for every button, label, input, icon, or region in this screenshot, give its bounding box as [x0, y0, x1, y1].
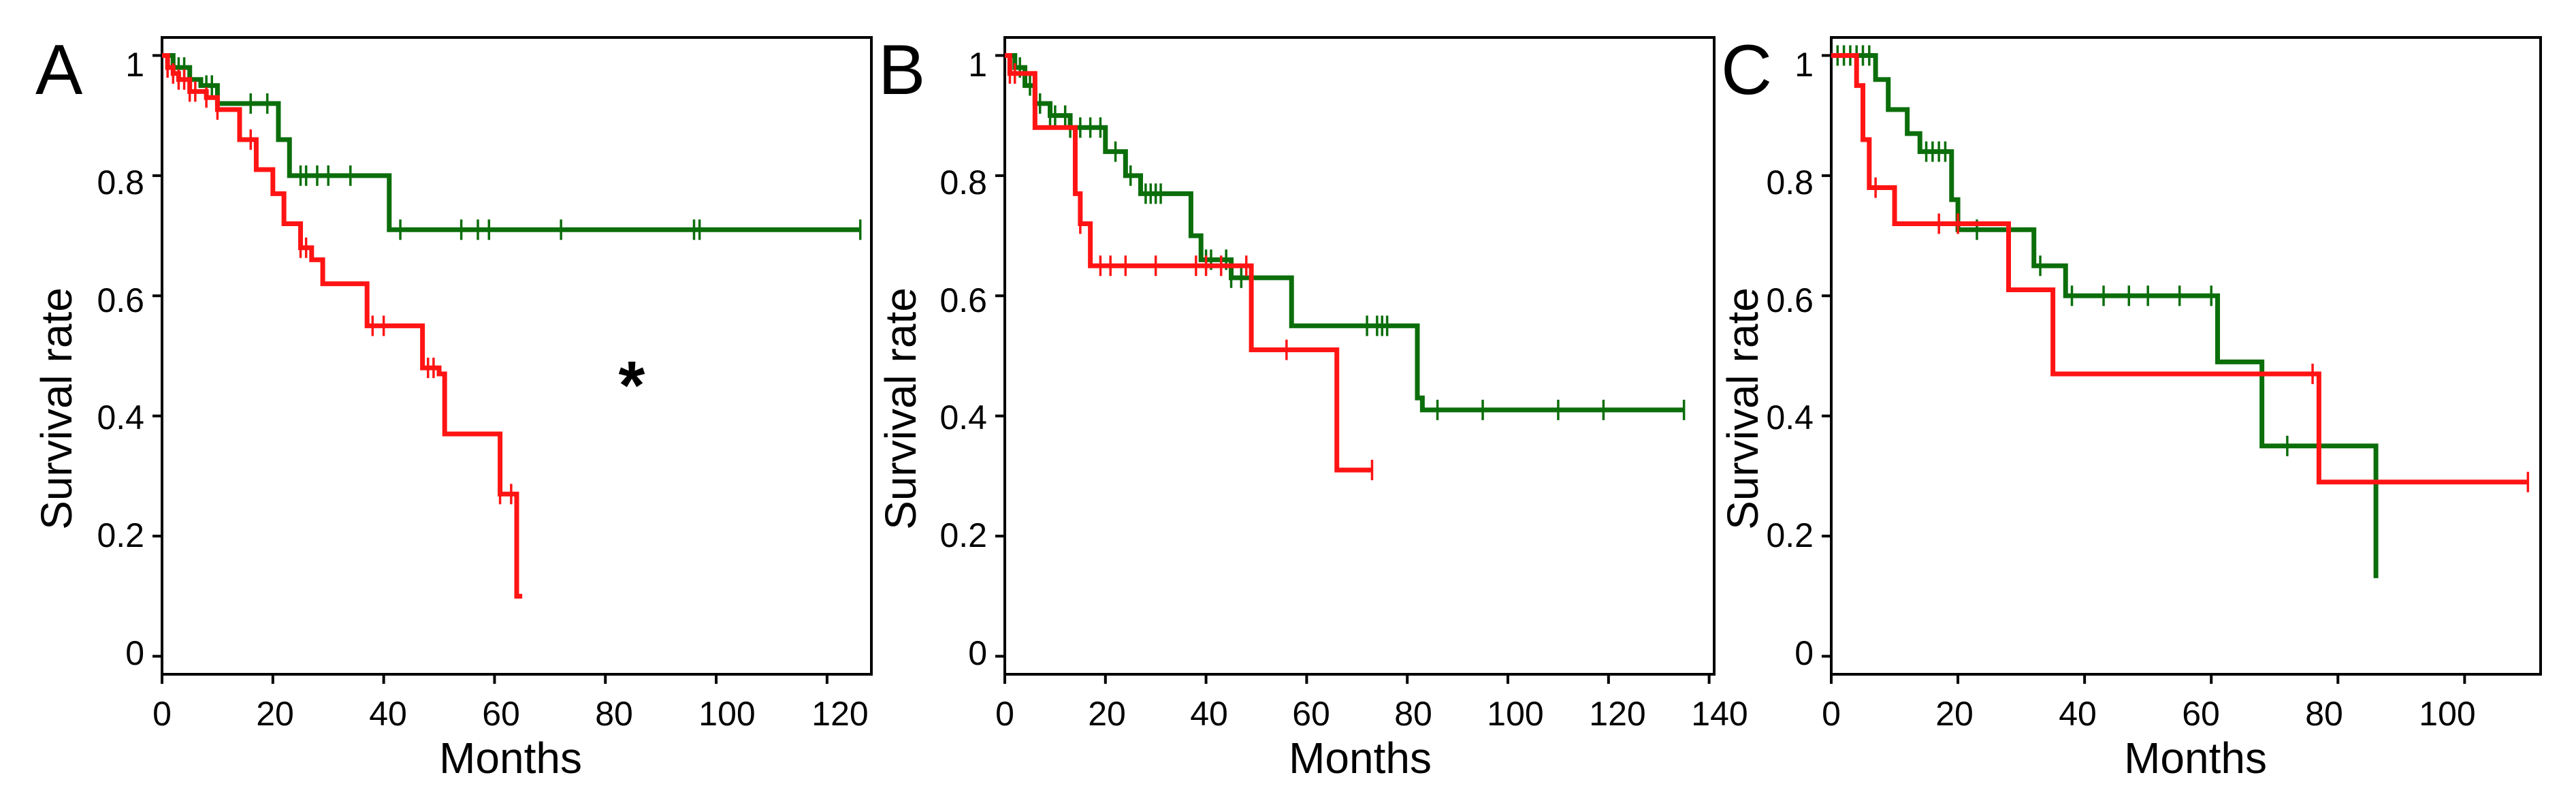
panel-c-letter: C — [1721, 31, 1772, 110]
panel-c-y-tick-label: 0.4 — [1766, 398, 1814, 437]
panel-c-x-tick-label: 60 — [2182, 695, 2220, 733]
panel-c-x-tick-label: 80 — [2305, 695, 2343, 733]
panel-a-y-tick-label: 0.6 — [97, 281, 144, 319]
panel-b-plot-frame — [1003, 36, 1716, 676]
panel-b-x-tick-label: 60 — [1292, 695, 1330, 733]
panel-b-y-tick-label: 0 — [968, 634, 987, 672]
panel-a-letter: A — [35, 31, 83, 110]
panel-b-y-axis-title: Survival rate — [876, 287, 925, 530]
panel-b-x-tick-label: 20 — [1088, 695, 1126, 733]
panel-c-y-axis-title: Survival rate — [1718, 287, 1767, 530]
panel-a-x-tick-label: 40 — [369, 695, 407, 733]
panel-a-x-axis-title: Months — [439, 734, 582, 783]
panel-c: C Survival rate Months 1 0.8 0.6 0.4 0.2… — [1718, 31, 2542, 783]
panel-a-red-survival-curve — [162, 52, 523, 599]
panel-b-x-tick-label: 80 — [1394, 695, 1432, 733]
panel-b-x-tick-label: 140 — [1691, 695, 1748, 733]
panel-b: B Survival rate Months 1 0.8 0.6 0.4 0.2… — [876, 31, 1748, 783]
panel-b-y-tick-label: 0.2 — [939, 516, 987, 554]
panel-a-x-tick-label: 100 — [698, 695, 755, 733]
panel-a-y-tick-label: 1 — [125, 46, 144, 84]
panel-b-y-tick-label: 0.4 — [939, 398, 987, 437]
panel-a: A Survival rate Months * 1 0.8 0.6 0.4 0… — [32, 31, 873, 783]
panel-c-red-survival-curve — [1831, 52, 2528, 485]
panel-b-y-tick-label: 0.8 — [939, 163, 987, 202]
panel-a-x-tick-label: 60 — [482, 695, 520, 733]
panel-a-x-tick-label: 20 — [256, 695, 294, 733]
panel-c-green-survival-curve — [1831, 52, 2379, 578]
panel-b-red-survival-curve — [1005, 52, 1372, 473]
panel-c-x-tick-label: 20 — [1935, 695, 1974, 733]
panel-a-y-tick-label: 0.2 — [97, 516, 144, 554]
panel-c-y-tick-label: 0.6 — [1766, 281, 1814, 319]
panel-c-y-tick-label: 0.8 — [1766, 163, 1814, 202]
panel-b-x-tick-label: 0 — [995, 695, 1014, 733]
panel-c-plot-frame — [1830, 36, 2542, 676]
panel-b-x-axis-title: Months — [1289, 734, 1432, 783]
panel-a-plot-frame — [161, 36, 873, 676]
panel-a-y-tick-label: 0.4 — [97, 398, 144, 437]
panel-b-x-tick-label: 120 — [1589, 695, 1645, 733]
panel-c-y-tick-label: 0.2 — [1766, 516, 1814, 554]
panel-a-significance-asterisk: * — [619, 347, 645, 424]
panel-a-green-survival-curve — [162, 52, 860, 232]
panel-a-x-tick-label: 120 — [811, 695, 868, 733]
panel-c-x-tick-label: 0 — [1822, 695, 1841, 733]
panel-c-y-tick-label: 1 — [1794, 46, 1814, 84]
panel-b-x-tick-label: 100 — [1487, 695, 1543, 733]
panel-a-x-tick-label: 80 — [595, 695, 633, 733]
panel-a-y-tick-label: 0.8 — [97, 163, 144, 202]
panel-a-x-tick-label: 0 — [152, 695, 172, 733]
panel-c-y-tick-label: 0 — [1794, 634, 1814, 672]
panel-c-x-axis-title: Months — [2124, 734, 2267, 783]
panel-b-y-tick-label: 0.6 — [939, 281, 987, 319]
panel-c-x-tick-label: 100 — [2419, 695, 2475, 733]
panel-a-y-tick-label: 0 — [125, 634, 144, 672]
panel-b-letter: B — [878, 31, 925, 110]
panel-c-x-tick-label: 40 — [2059, 695, 2097, 733]
panel-a-y-axis-title: Survival rate — [32, 287, 81, 530]
panel-b-y-tick-label: 1 — [968, 46, 987, 84]
panel-b-green-survival-curve — [1005, 52, 1684, 413]
panel-b-x-tick-label: 40 — [1190, 695, 1228, 733]
